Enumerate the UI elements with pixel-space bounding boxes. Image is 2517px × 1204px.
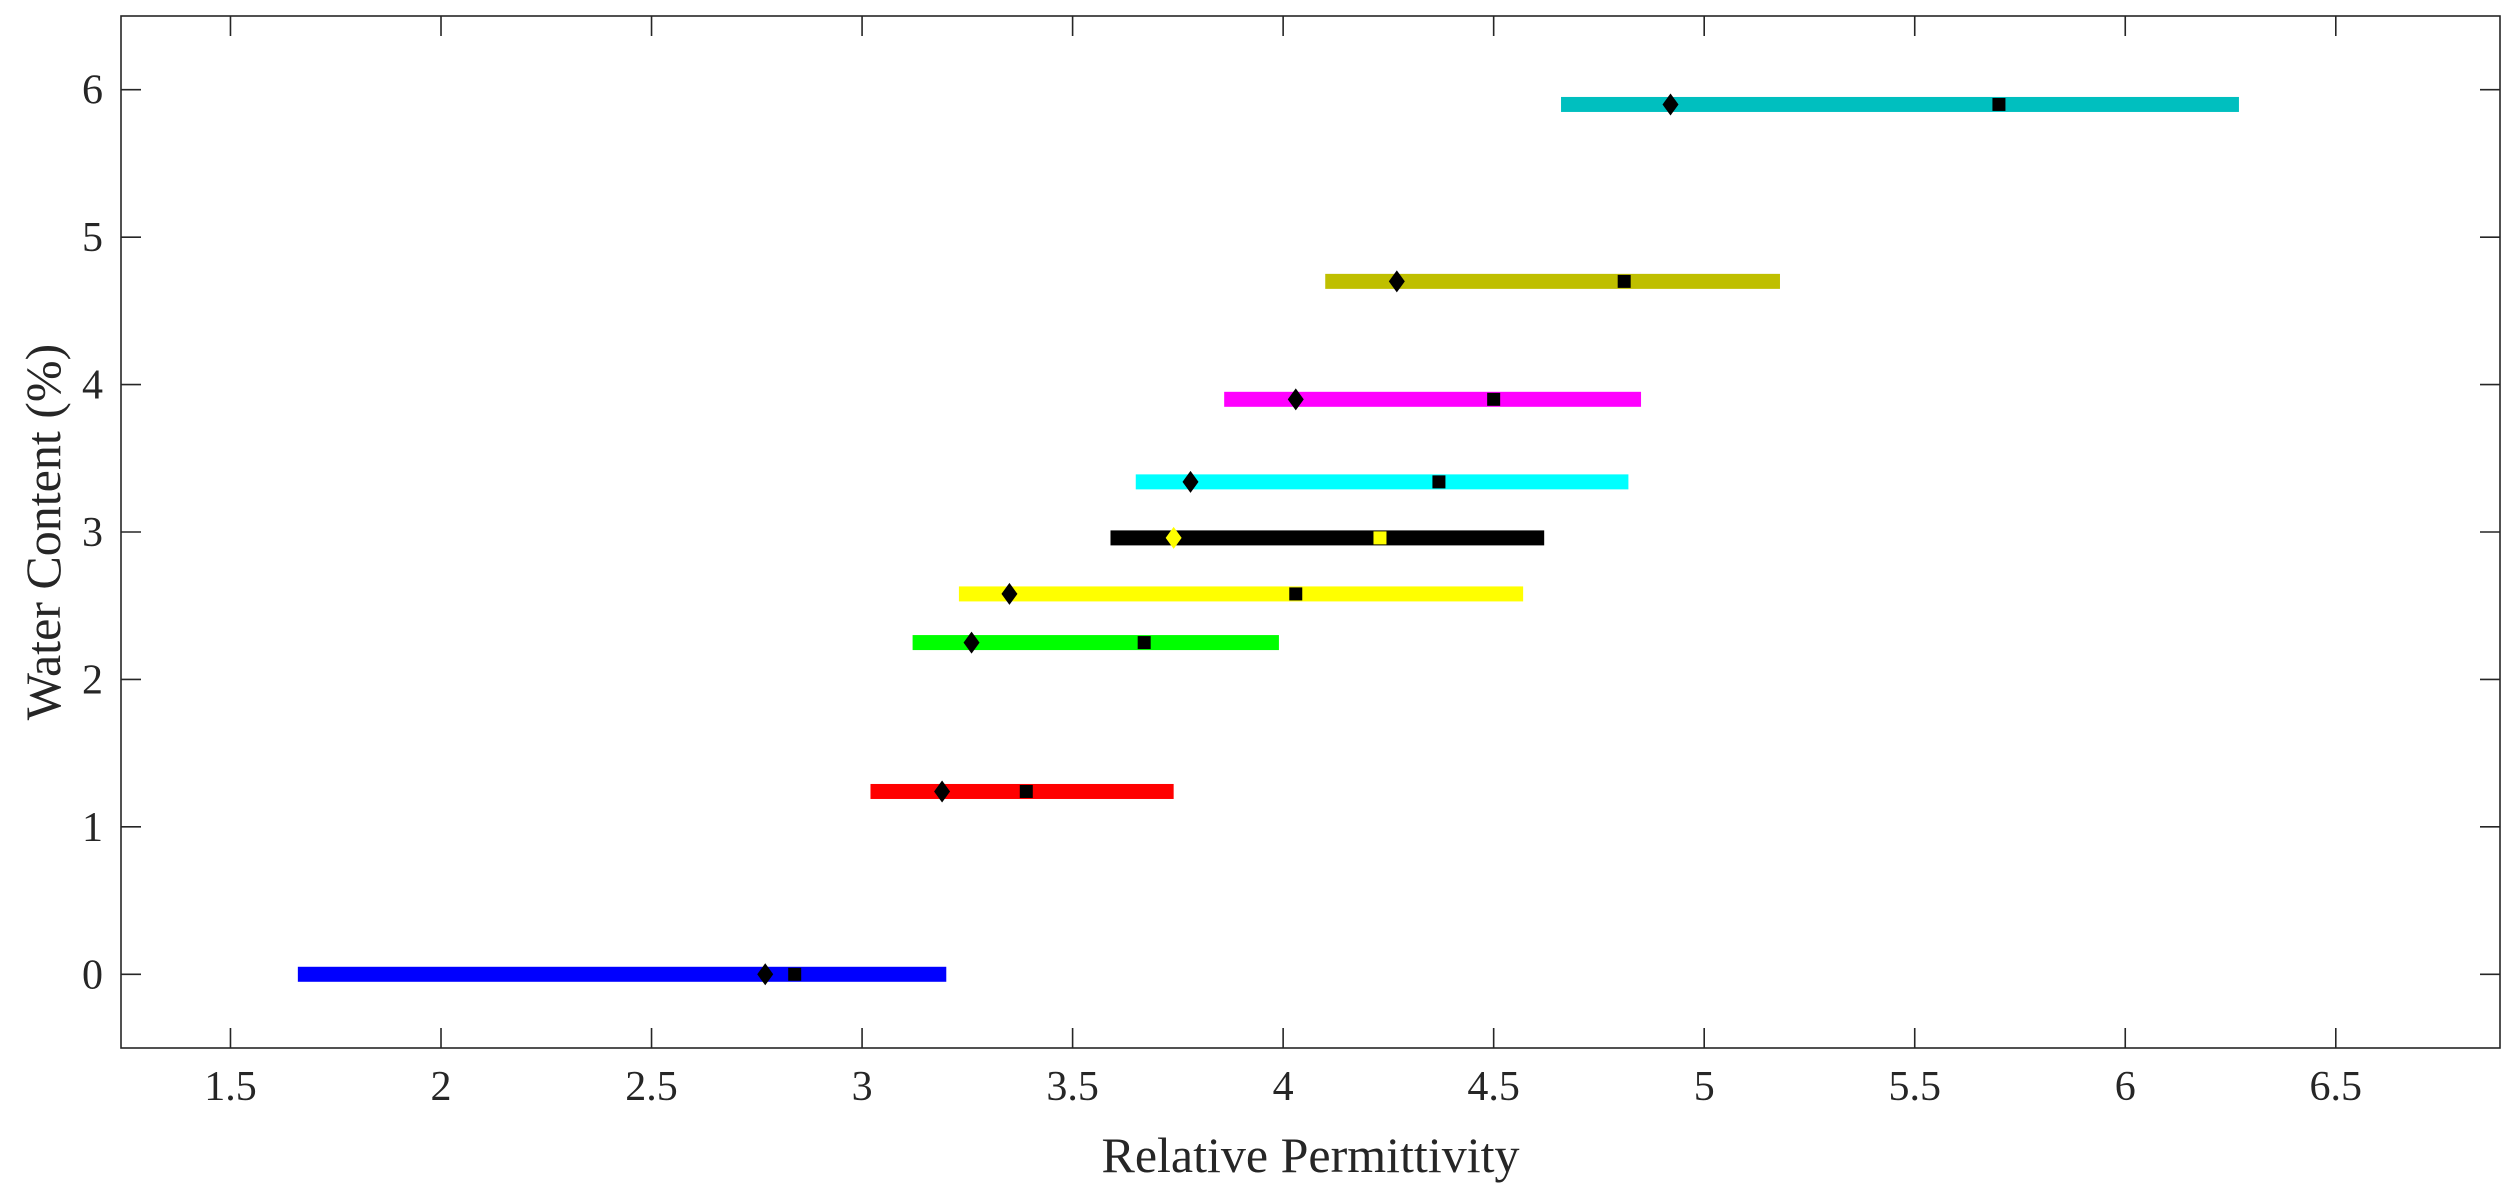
square-marker [1289, 587, 1303, 601]
range-bar [1325, 273, 1780, 289]
diamond-marker [1001, 582, 1018, 605]
diamond-marker [1287, 388, 1304, 411]
plot-marks [297, 93, 2239, 986]
y-tick-label: 6 [82, 68, 103, 114]
square-marker [1019, 784, 1033, 798]
x-tick-label: 4.5 [1467, 1064, 1520, 1110]
diamond-marker [934, 780, 951, 803]
square-marker [1487, 392, 1501, 406]
x-tick-label: 4 [1273, 1064, 1294, 1110]
axis-ticks: 1.5 2 2.5 3 3.5 4 4.5 5 5.5 6 6.5 0 1 2 3 4 5 6 [82, 16, 2500, 1110]
y-tick-label: 2 [82, 657, 103, 703]
y-tick-label: 4 [82, 363, 103, 409]
x-tick-label: 1.5 [204, 1064, 257, 1110]
diamond-marker [757, 963, 774, 986]
y-axis-label: Water Content (%) [15, 344, 71, 720]
x-tick-label: 6.5 [2310, 1064, 2363, 1110]
range-bar [1110, 530, 1545, 546]
square-marker [1432, 475, 1446, 489]
range-bar [958, 586, 1524, 602]
square-marker [788, 967, 802, 981]
x-tick-label: 5.5 [1888, 1064, 1941, 1110]
y-tick-label: 1 [82, 805, 103, 851]
x-tick-label: 5 [1694, 1064, 1715, 1110]
range-bar [1561, 96, 2239, 112]
square-marker [1617, 274, 1631, 288]
range-bar [297, 966, 947, 982]
x-tick-label: 3 [852, 1064, 873, 1110]
range-bar [1135, 474, 1629, 490]
square-marker [1373, 531, 1387, 545]
x-tick-label: 6 [2115, 1064, 2136, 1110]
range-bar [1224, 391, 1642, 407]
diamond-marker [1662, 93, 1679, 116]
square-marker [1992, 97, 2006, 111]
x-tick-label: 2 [431, 1064, 452, 1110]
diamond-marker [1165, 526, 1182, 549]
x-tick-label: 2.5 [625, 1064, 678, 1110]
diamond-marker [963, 631, 980, 654]
y-tick-label: 5 [82, 215, 103, 261]
x-axis-label: Relative Permittivity [1102, 1127, 1520, 1183]
y-tick-label: 0 [82, 952, 103, 998]
square-marker [1137, 636, 1151, 650]
plot-frame [120, 15, 2501, 1049]
y-tick-label: 3 [82, 510, 103, 556]
diamond-marker [1182, 470, 1199, 493]
diamond-marker [1388, 270, 1405, 293]
range-bar [912, 635, 1279, 651]
x-tick-label: 3.5 [1046, 1064, 1099, 1110]
